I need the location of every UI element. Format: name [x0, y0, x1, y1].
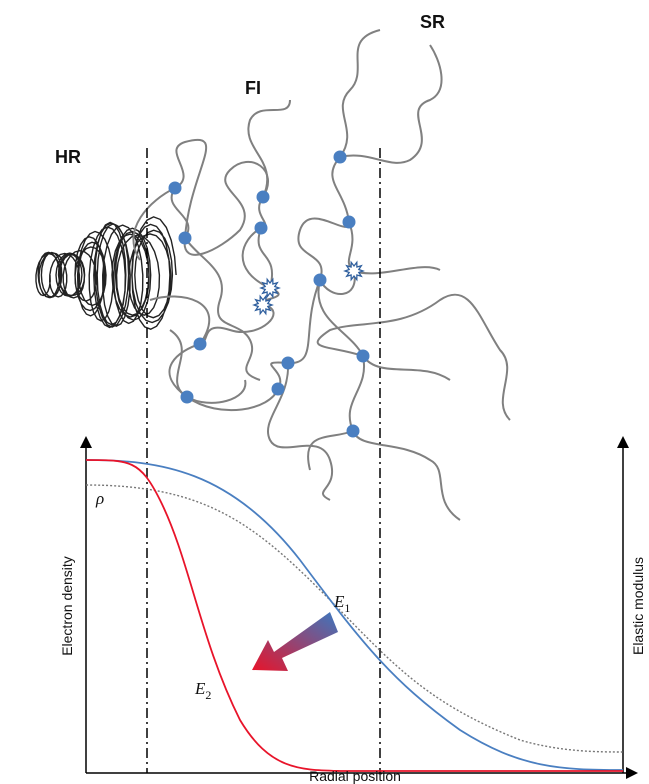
- subscript: 2: [205, 688, 211, 702]
- chain: [170, 187, 261, 381]
- crosslink: [333, 150, 347, 164]
- hr-coil: [35, 216, 177, 330]
- bond-break: [259, 277, 281, 299]
- crosslink: [271, 382, 285, 396]
- bond-break: [252, 294, 274, 316]
- rho-curve: [85, 484, 624, 753]
- rho-label: ρ: [95, 489, 104, 508]
- symbol: E: [333, 592, 345, 611]
- chain: [247, 99, 333, 501]
- e1-curve: [85, 459, 624, 771]
- right-axis-label: Elastic modulus: [630, 557, 646, 655]
- symbol: E: [194, 679, 206, 698]
- shift-arrow: [252, 612, 338, 671]
- left-axis-label: Electron density: [59, 556, 75, 656]
- crosslink: [254, 221, 268, 235]
- crosslink: [313, 273, 327, 287]
- bond-break: [343, 260, 365, 282]
- crosslink: [178, 231, 192, 245]
- crosslink: [168, 181, 182, 195]
- bottom-axis-label: Radial position: [309, 768, 401, 784]
- crosslink: [346, 424, 360, 438]
- sr-label: SR: [420, 12, 445, 32]
- hr-label: HR: [55, 147, 81, 167]
- coil-path: [35, 216, 177, 330]
- chain: [149, 29, 381, 412]
- crosslink: [193, 337, 207, 351]
- chain: [132, 138, 280, 404]
- crosslink: [256, 190, 270, 204]
- subscript: 1: [344, 601, 350, 615]
- crosslink: [180, 390, 194, 404]
- crosslink: [342, 215, 356, 229]
- e1-label: E1: [333, 592, 350, 615]
- fi-label: FI: [245, 78, 261, 98]
- bond-breaks: [252, 260, 365, 316]
- chain: [307, 44, 511, 521]
- crosslink: [281, 356, 295, 370]
- crosslinks: [168, 150, 370, 438]
- e2-label: E2: [194, 679, 211, 702]
- e2-curve: [85, 459, 623, 772]
- crosslink: [356, 349, 370, 363]
